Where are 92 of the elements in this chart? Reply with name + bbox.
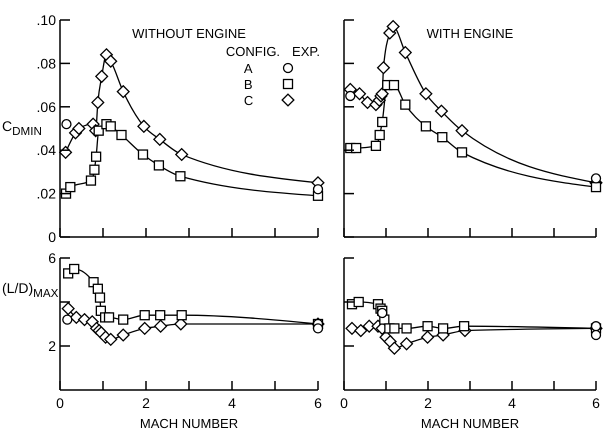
annotation: EXP. bbox=[292, 44, 320, 60]
point bbox=[590, 330, 602, 340]
point bbox=[106, 121, 116, 132]
point bbox=[377, 308, 388, 318]
point bbox=[386, 20, 400, 34]
point bbox=[376, 61, 390, 74]
point bbox=[400, 337, 414, 350]
point bbox=[104, 332, 118, 346]
y-tick-label: .08 bbox=[36, 55, 56, 72]
point bbox=[351, 142, 362, 154]
y-tick-label: .10 bbox=[36, 12, 56, 28]
point bbox=[422, 321, 433, 332]
point bbox=[104, 54, 118, 68]
point bbox=[377, 116, 388, 128]
point bbox=[388, 80, 400, 90]
point bbox=[61, 119, 72, 130]
point bbox=[155, 310, 166, 320]
point bbox=[458, 321, 470, 332]
x-tick-label: 4 bbox=[228, 395, 236, 411]
point bbox=[419, 87, 432, 100]
point bbox=[92, 284, 103, 294]
point bbox=[421, 330, 434, 344]
point bbox=[137, 120, 150, 133]
point bbox=[176, 310, 187, 320]
point bbox=[354, 296, 364, 308]
x-tick-label: 6 bbox=[314, 395, 322, 411]
point bbox=[59, 146, 72, 159]
point bbox=[118, 314, 128, 325]
point bbox=[312, 184, 324, 194]
x-tick-label: 0 bbox=[340, 395, 348, 411]
point bbox=[116, 130, 127, 140]
point bbox=[354, 324, 368, 338]
legend-label: A bbox=[244, 60, 253, 76]
y-axis-title: (L/D)$_{MAX}$ bbox=[2, 280, 58, 300]
x-axis-title: MACH NUMBER bbox=[140, 416, 238, 430]
y-tick-label: .04 bbox=[36, 142, 56, 158]
text: WITH ENGINE bbox=[426, 26, 514, 41]
point bbox=[175, 148, 188, 162]
legend-label: B bbox=[244, 76, 253, 92]
point bbox=[398, 46, 412, 60]
point bbox=[434, 104, 448, 118]
point bbox=[154, 320, 168, 333]
point bbox=[62, 302, 75, 316]
point bbox=[65, 182, 76, 192]
point bbox=[345, 90, 356, 102]
point bbox=[104, 312, 114, 323]
point bbox=[370, 140, 382, 152]
point bbox=[590, 173, 602, 184]
legend-title: CONFIG. bbox=[226, 44, 280, 60]
point bbox=[140, 310, 150, 320]
point bbox=[72, 122, 86, 135]
point bbox=[116, 85, 130, 98]
text: WITHOUT ENGINE bbox=[131, 26, 247, 41]
x-tick-label: 2 bbox=[424, 395, 432, 411]
y-tick-label: .06 bbox=[36, 98, 56, 115]
point bbox=[420, 121, 432, 132]
point bbox=[153, 132, 166, 146]
x-tick-label: 6 bbox=[592, 395, 600, 411]
point bbox=[400, 99, 410, 110]
y-tick-label: 2 bbox=[48, 338, 56, 354]
point bbox=[388, 342, 401, 355]
point bbox=[389, 323, 400, 334]
point bbox=[94, 292, 106, 303]
point bbox=[590, 321, 602, 332]
point bbox=[175, 171, 186, 182]
y-tick-label: 0 bbox=[48, 229, 56, 245]
point bbox=[345, 322, 358, 335]
legend-label: C bbox=[244, 92, 254, 108]
point bbox=[456, 124, 469, 138]
point bbox=[312, 323, 324, 334]
point bbox=[116, 328, 130, 342]
point bbox=[94, 126, 104, 136]
y-tick-label: 6 bbox=[48, 250, 56, 266]
x-tick-label: 2 bbox=[142, 395, 150, 411]
point bbox=[91, 96, 104, 109]
point bbox=[90, 152, 102, 162]
y-tick-label: .02 bbox=[36, 186, 56, 202]
point bbox=[154, 160, 164, 171]
point bbox=[95, 70, 108, 83]
point bbox=[374, 130, 385, 140]
point bbox=[353, 87, 366, 100]
point bbox=[69, 264, 80, 274]
x-axis-title: MACH NUMBER bbox=[420, 416, 520, 430]
point bbox=[401, 323, 412, 334]
point bbox=[138, 149, 148, 160]
point bbox=[138, 322, 152, 335]
point bbox=[438, 323, 448, 334]
x-tick-label: 4 bbox=[508, 395, 516, 411]
point bbox=[437, 132, 448, 142]
point bbox=[89, 164, 100, 175]
point bbox=[86, 175, 96, 186]
point bbox=[456, 147, 468, 158]
